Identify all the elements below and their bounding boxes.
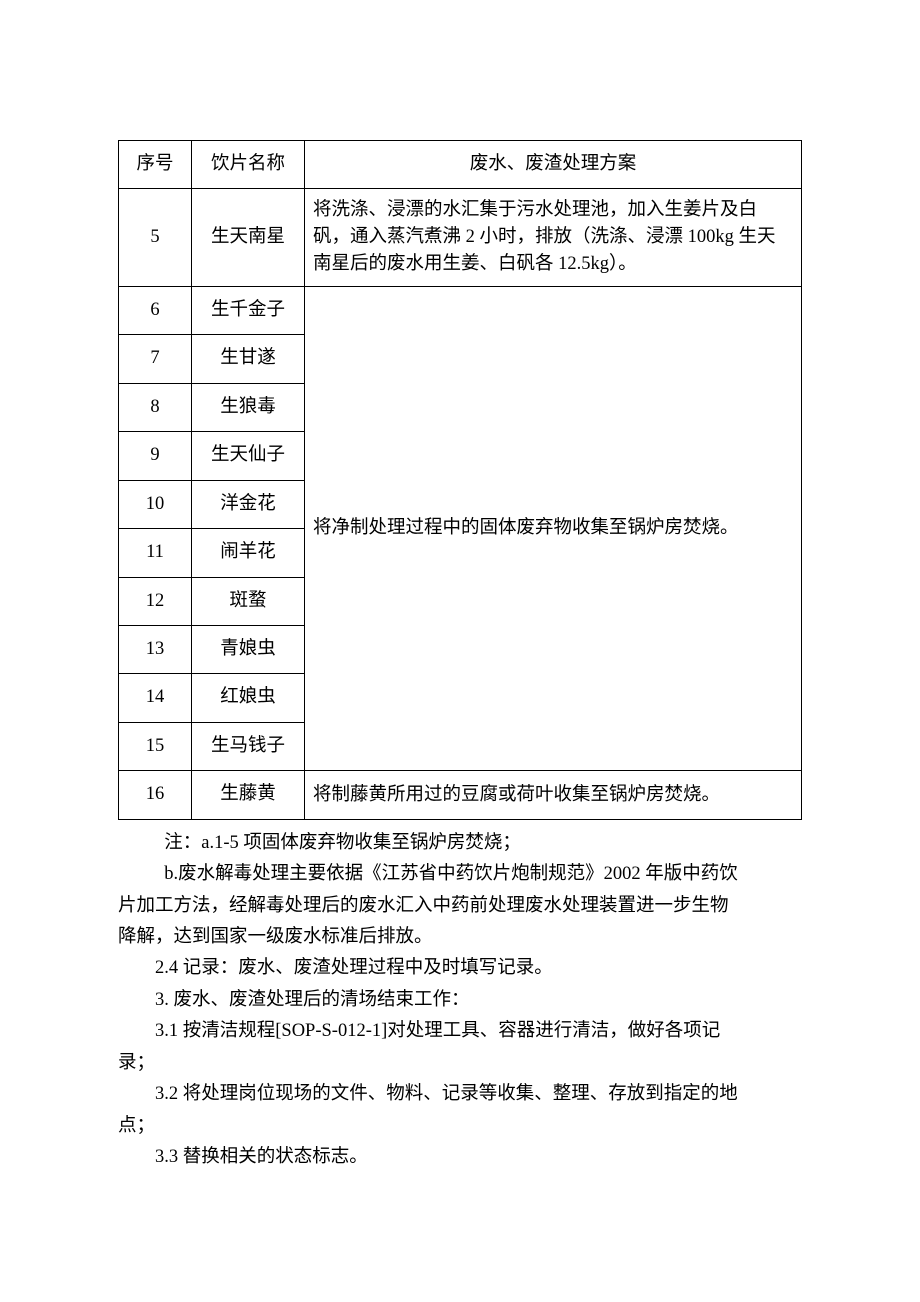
cell-seq: 14 bbox=[119, 674, 192, 722]
table-body: 5 生天南星 将洗涤、浸漂的水汇集于污水处理池，加入生姜片及白矾，通入蒸汽煮沸 … bbox=[119, 189, 802, 819]
note-3-2-line1: 3.2 将处理岗位现场的文件、物料、记录等收集、整理、存放到指定的地 bbox=[118, 1079, 802, 1110]
cell-name: 生天南星 bbox=[192, 189, 305, 286]
header-seq: 序号 bbox=[119, 141, 192, 189]
cell-name: 生天仙子 bbox=[192, 432, 305, 480]
cell-seq: 16 bbox=[119, 771, 192, 819]
cell-name: 洋金花 bbox=[192, 480, 305, 528]
header-name: 饮片名称 bbox=[192, 141, 305, 189]
note-3-3: 3.3 替换相关的状态标志。 bbox=[118, 1142, 802, 1173]
cell-name: 红娘虫 bbox=[192, 674, 305, 722]
cell-name: 青娘虫 bbox=[192, 625, 305, 673]
cell-name: 生狼毒 bbox=[192, 383, 305, 431]
cell-seq: 5 bbox=[119, 189, 192, 286]
cell-seq: 6 bbox=[119, 286, 192, 334]
cell-seq: 12 bbox=[119, 577, 192, 625]
table-row: 6 生千金子 将净制处理过程中的固体废弃物收集至锅炉房焚烧。 bbox=[119, 286, 802, 334]
cell-name: 生甘遂 bbox=[192, 335, 305, 383]
cell-name: 生千金子 bbox=[192, 286, 305, 334]
note-3-1-line1: 3.1 按清洁规程[SOP-S-012-1]对处理工具、容器进行清洁，做好各项记 bbox=[118, 1016, 802, 1047]
cell-seq: 15 bbox=[119, 722, 192, 770]
cell-plan: 将制藤黄所用过的豆腐或荷叶收集至锅炉房焚烧。 bbox=[305, 771, 802, 819]
table-row: 5 生天南星 将洗涤、浸漂的水汇集于污水处理池，加入生姜片及白矾，通入蒸汽煮沸 … bbox=[119, 189, 802, 286]
note-b-line2: 片加工方法，经解毒处理后的废水汇入中药前处理废水处理装置进一步生物 bbox=[118, 891, 802, 922]
cell-name: 闹羊花 bbox=[192, 529, 305, 577]
cell-name: 生藤黄 bbox=[192, 771, 305, 819]
cell-seq: 10 bbox=[119, 480, 192, 528]
cell-seq: 8 bbox=[119, 383, 192, 431]
note-b-line1: b.废水解毒处理主要依据《江苏省中药饮片炮制规范》2002 年版中药饮 bbox=[118, 859, 802, 890]
cell-name: 生马钱子 bbox=[192, 722, 305, 770]
cell-seq: 13 bbox=[119, 625, 192, 673]
header-plan: 废水、废渣处理方案 bbox=[305, 141, 802, 189]
document-page: 序号 饮片名称 废水、废渣处理方案 5 生天南星 将洗涤、浸漂的水汇集于污水处理… bbox=[0, 0, 920, 1274]
cell-seq: 7 bbox=[119, 335, 192, 383]
notes-section: 注：a.1-5 项固体废弃物收集至锅炉房焚烧； b.废水解毒处理主要依据《江苏省… bbox=[118, 828, 802, 1174]
note-2-4: 2.4 记录：废水、废渣处理过程中及时填写记录。 bbox=[118, 953, 802, 984]
note-b-line3: 降解，达到国家一级废水标准后排放。 bbox=[118, 922, 802, 953]
cell-seq: 9 bbox=[119, 432, 192, 480]
note-3: 3. 废水、废渣处理后的清场结束工作： bbox=[118, 985, 802, 1016]
cell-plan-merged: 将净制处理过程中的固体废弃物收集至锅炉房焚烧。 bbox=[305, 286, 802, 770]
note-3-1-line2: 录； bbox=[118, 1048, 802, 1079]
table-row: 16 生藤黄 将制藤黄所用过的豆腐或荷叶收集至锅炉房焚烧。 bbox=[119, 771, 802, 819]
cell-plan: 将洗涤、浸漂的水汇集于污水处理池，加入生姜片及白矾，通入蒸汽煮沸 2 小时，排放… bbox=[305, 189, 802, 286]
cell-name: 斑蝥 bbox=[192, 577, 305, 625]
table-header-row: 序号 饮片名称 废水、废渣处理方案 bbox=[119, 141, 802, 189]
waste-treatment-table: 序号 饮片名称 废水、废渣处理方案 5 生天南星 将洗涤、浸漂的水汇集于污水处理… bbox=[118, 140, 802, 820]
note-3-2-line2: 点； bbox=[118, 1111, 802, 1142]
cell-seq: 11 bbox=[119, 529, 192, 577]
note-a: 注：a.1-5 项固体废弃物收集至锅炉房焚烧； bbox=[118, 828, 802, 859]
